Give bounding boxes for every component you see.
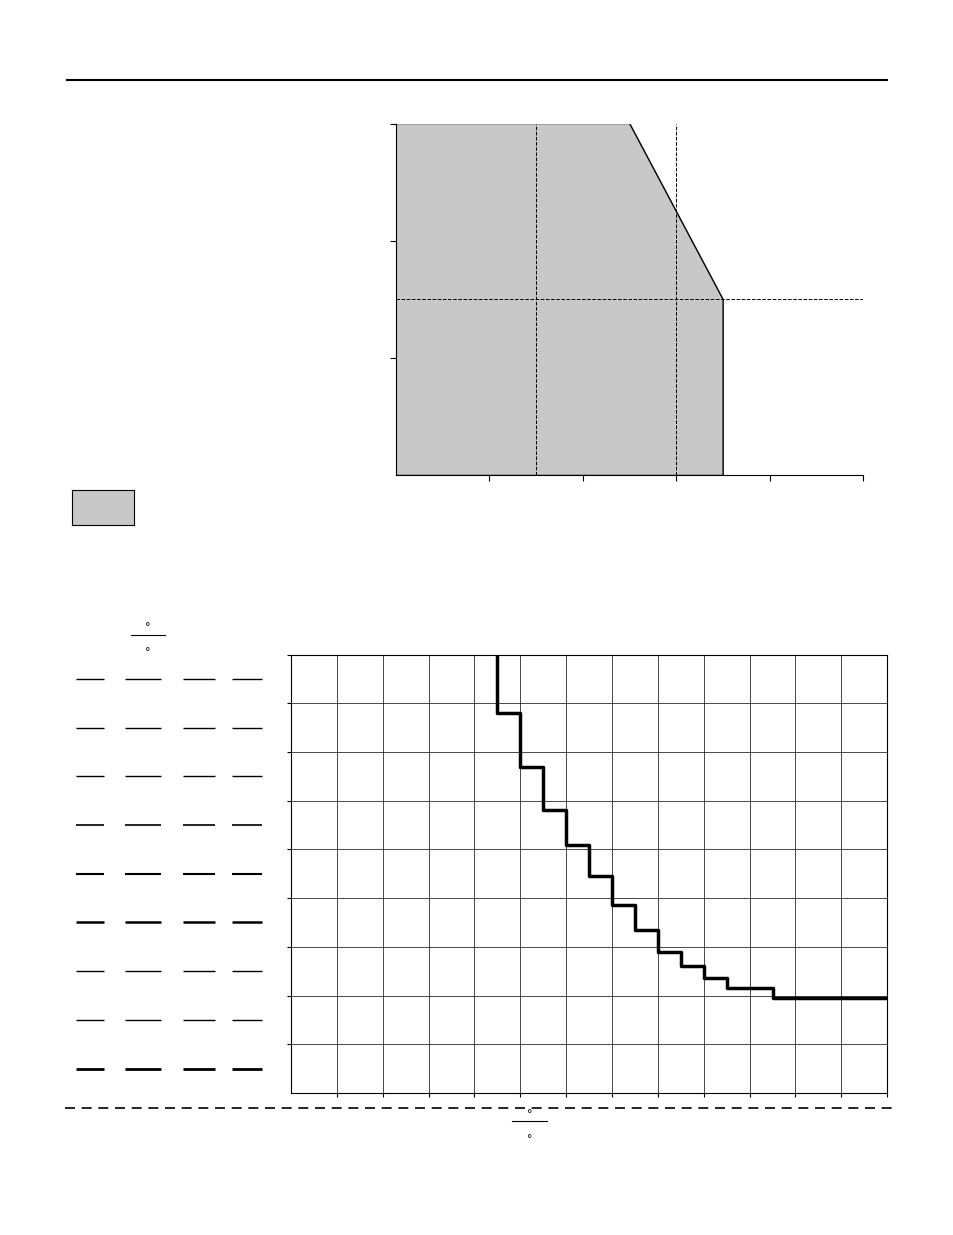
Text: °: ° bbox=[526, 1109, 532, 1119]
Polygon shape bbox=[395, 124, 722, 475]
Text: °: ° bbox=[145, 647, 151, 657]
Text: °: ° bbox=[526, 1134, 532, 1144]
Text: °: ° bbox=[145, 622, 151, 632]
